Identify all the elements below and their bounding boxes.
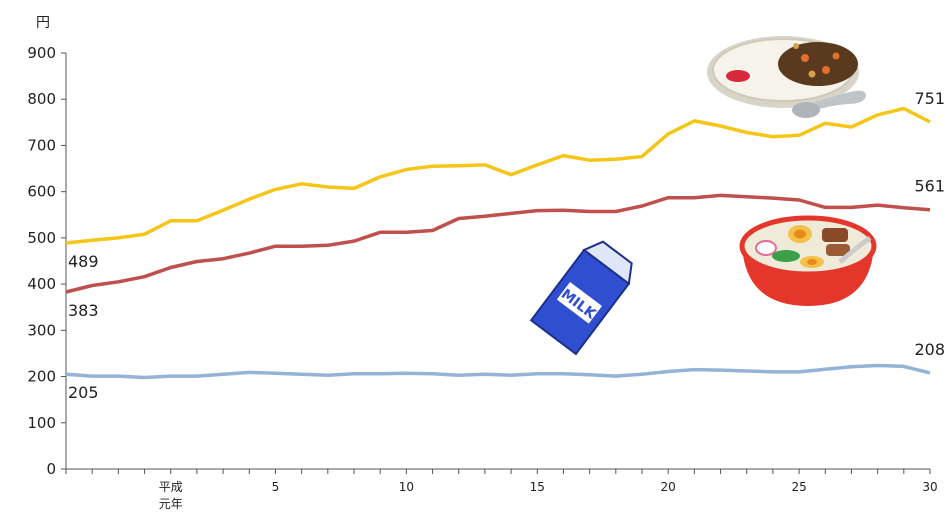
y-tick-label: 200 xyxy=(27,368,56,386)
y-tick-label: 500 xyxy=(27,229,56,247)
series-start-label: 383 xyxy=(68,301,99,320)
series-line-1 xyxy=(65,106,931,245)
x-tick-label: 15 xyxy=(530,480,545,494)
series-line-3 xyxy=(65,363,931,380)
series-lines xyxy=(65,106,931,380)
y-axis-ticks: 0 100 200 300 400 500 600 700 800 900 xyxy=(27,44,66,478)
y-axis-unit-label: 円 xyxy=(36,15,50,31)
y-tick-label: 0 xyxy=(46,460,56,478)
series-end-label: 751 xyxy=(914,89,945,108)
series-line-2 xyxy=(65,193,931,294)
y-tick-label: 600 xyxy=(27,183,56,201)
y-tick-label: 700 xyxy=(27,136,56,154)
series-end-label: 561 xyxy=(914,177,945,196)
y-tick-label: 400 xyxy=(27,275,56,293)
axes xyxy=(65,53,930,470)
x-tick-label: 30 xyxy=(922,480,937,494)
y-tick-label: 800 xyxy=(27,90,56,108)
y-tick-label: 900 xyxy=(27,44,56,62)
x-tick-label: 平成元年 xyxy=(159,480,183,511)
x-axis-ticks: 平成元年 5 10 15 20 25 30 xyxy=(65,469,938,511)
x-tick-label: 5 xyxy=(272,480,280,494)
x-tick-label: 20 xyxy=(661,480,676,494)
y-tick-label: 300 xyxy=(27,321,56,339)
curry-rice-icon xyxy=(707,36,866,118)
series-end-label: 208 xyxy=(914,340,945,359)
y-tick-label: 100 xyxy=(27,414,56,432)
milk-carton-icon: MILK xyxy=(529,240,633,356)
ramen-bowl-icon xyxy=(739,215,877,306)
x-tick-label: 25 xyxy=(791,480,806,494)
series-value-labels: 489 751 383 561 205 208 xyxy=(68,89,945,402)
series-start-label: 205 xyxy=(68,383,99,402)
series-start-label: 489 xyxy=(68,252,99,271)
x-tick-label: 10 xyxy=(399,480,414,494)
